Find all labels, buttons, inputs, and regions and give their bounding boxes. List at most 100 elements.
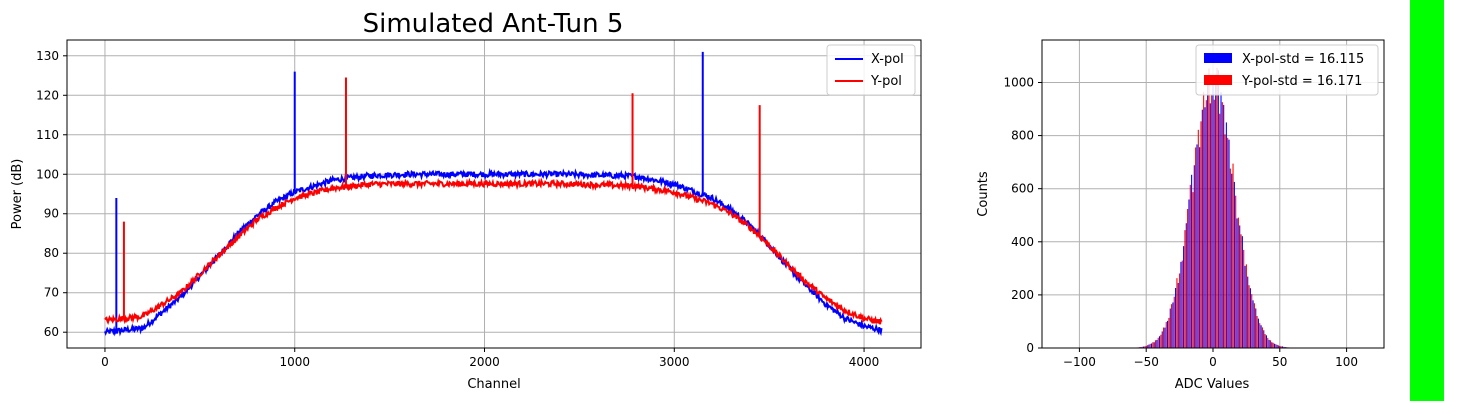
histogram-bar (1156, 339, 1158, 348)
histogram-bar (1211, 94, 1213, 348)
histogram-bar (1192, 192, 1194, 348)
histogram-bar (1244, 265, 1246, 348)
histogram-bar (1267, 337, 1269, 348)
histogram-bar (1224, 134, 1226, 348)
histogram-bar (1181, 260, 1183, 348)
histogram-bar (1216, 67, 1218, 349)
histogram-bar (1249, 288, 1251, 348)
legend-y-pol-label: Y-pol (870, 74, 902, 89)
y-tick-label: 600 (1011, 182, 1034, 196)
y-tick-label: 1000 (1003, 75, 1034, 89)
power-spectrum-chart: Simulated Ant-Tun 5 0 1000 2000 3000 4000 60… (10, 9, 922, 392)
histogram-bar (1189, 184, 1191, 348)
histogram-bar (1261, 327, 1263, 348)
histogram-bar (1203, 91, 1205, 349)
x-axis-label: ADC Values (1175, 377, 1250, 392)
series-y-pol (104, 77, 883, 325)
histogram-bar (1251, 294, 1253, 348)
legend-box (826, 44, 916, 96)
x-axis-ticks: −100 −50 0 50 100 (1063, 348, 1358, 369)
y-tick-label: 800 (1011, 129, 1034, 143)
histogram-bar (1168, 317, 1170, 348)
x-tick-label: −100 (1063, 355, 1096, 369)
series-y-pol-bars (1128, 67, 1298, 349)
histogram-bar (1255, 308, 1257, 348)
histogram-bar (1220, 92, 1222, 348)
histogram-bar (1233, 181, 1235, 348)
series-lines (104, 51, 883, 337)
x-tick-label: 0 (101, 355, 109, 369)
histogram-bar (1149, 343, 1151, 348)
x-tick-label: 2000 (469, 355, 500, 369)
legend-box (1195, 44, 1379, 96)
histogram-bar (1200, 121, 1202, 348)
histogram-bar (1256, 316, 1258, 348)
histogram-bar (1281, 346, 1283, 348)
histogram-bar (1247, 276, 1249, 348)
histogram-bar (1265, 335, 1267, 348)
y-tick-label: 110 (36, 128, 59, 142)
x-tick-label: −50 (1134, 355, 1159, 369)
histogram-bar (1184, 230, 1186, 348)
histogram-bar (1191, 174, 1193, 348)
histogram-bar (1239, 225, 1241, 348)
histogram-bar (1213, 99, 1215, 348)
y-axis-ticks: 0 200 400 600 800 1000 (1003, 75, 1042, 355)
histogram-bar (1205, 100, 1207, 349)
histogram-bar (1188, 199, 1190, 348)
chart-title: Simulated Ant-Tun 5 (363, 9, 624, 39)
x-tick-label: 1000 (279, 355, 310, 369)
x-tick-label: 50 (1272, 355, 1287, 369)
histogram-bar (1237, 217, 1239, 348)
histogram-bar (1280, 346, 1282, 348)
histogram-bar (1240, 234, 1242, 348)
x-tick-label: 3000 (659, 355, 690, 369)
histogram-bar (1179, 273, 1181, 348)
histogram-bar (1177, 282, 1179, 348)
histogram-bar (1141, 346, 1143, 348)
histogram-bar (1253, 303, 1255, 348)
histogram-bar (1157, 337, 1159, 348)
histogram-bar (1204, 107, 1206, 348)
histogram-bar (1145, 345, 1147, 348)
side-color-bar (1410, 0, 1444, 401)
histogram-bar (1271, 342, 1273, 348)
histogram-bar (1173, 296, 1175, 348)
histogram-bar (1187, 209, 1189, 348)
histogram-bar (1236, 218, 1238, 348)
histogram-bar (1273, 343, 1275, 348)
legend: X-pol-std = 16.115 Y-pol-std = 16.171 (1195, 44, 1379, 96)
histogram-bar (1161, 331, 1163, 348)
adc-histogram-chart: −100 −50 0 50 100 0 200 400 600 800 1000 ADC Valu… (976, 39, 1385, 392)
x-axis-ticks: 0 1000 2000 3000 4000 (101, 348, 879, 369)
histogram-bar (1275, 344, 1277, 348)
legend-y-pol-swatch (1204, 75, 1232, 85)
histogram-bar (1159, 336, 1161, 348)
y-axis-ticks: 60 70 80 90 100 110 120 130 (36, 49, 67, 339)
y-tick-label: 90 (44, 207, 59, 221)
histogram-bar (1152, 342, 1154, 348)
histogram-bar (1153, 342, 1155, 348)
x-tick-label: 0 (1209, 355, 1217, 369)
y-tick-label: 100 (36, 167, 59, 181)
histogram-bar (1148, 344, 1150, 348)
histogram-bar (1235, 195, 1237, 348)
histogram-bar (1183, 246, 1185, 348)
y-tick-label: 0 (1026, 341, 1034, 355)
histogram-bar (1208, 68, 1210, 348)
histogram-bar (1283, 346, 1285, 348)
histogram-bar (1268, 339, 1270, 348)
y-axis-label: Counts (976, 171, 991, 217)
histogram-bar (1232, 163, 1234, 348)
histogram-bar (1221, 102, 1223, 348)
histogram-bar (1172, 302, 1174, 348)
plot-frame (66, 39, 922, 349)
histogram-bar (1167, 320, 1169, 348)
y-tick-label: 120 (36, 88, 59, 102)
histogram-bar (1180, 261, 1182, 348)
histogram-bar (1196, 144, 1198, 348)
histogram-bar (1197, 129, 1199, 348)
histogram-bar (1185, 223, 1187, 348)
histogram-bar (1193, 165, 1195, 348)
